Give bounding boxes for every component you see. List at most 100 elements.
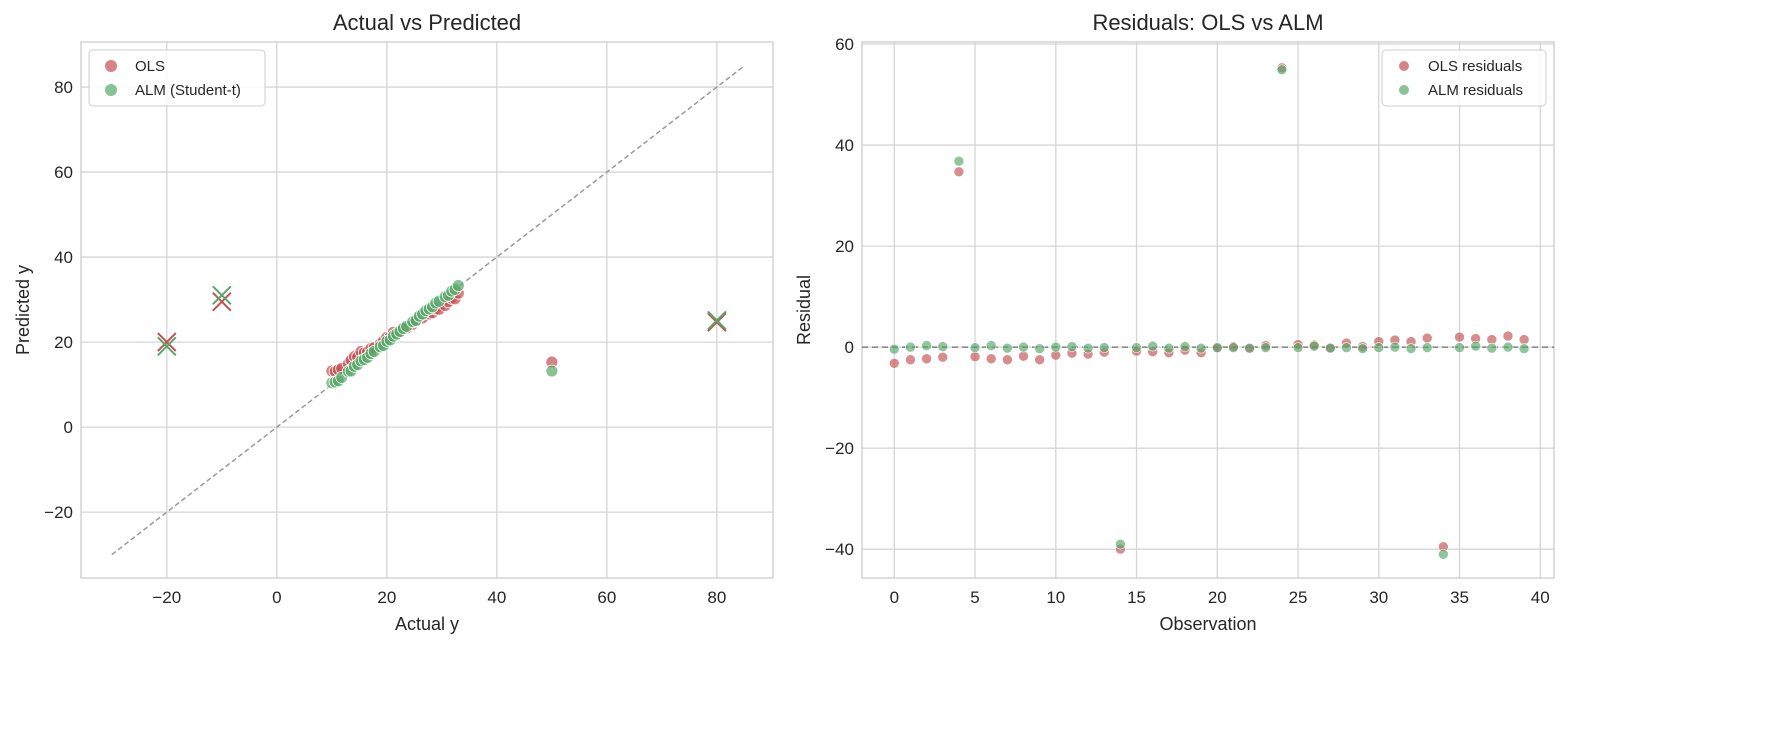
legend-label: ALM (Student-t) (135, 82, 241, 99)
y-tick-label: 20 (835, 237, 854, 256)
y-axis-label: Predicted y (13, 265, 33, 355)
alm-residual-point (1082, 342, 1094, 354)
alm-residual-point (1518, 343, 1530, 354)
y-tick-label: 40 (54, 248, 73, 267)
alm-residual-point (1308, 340, 1320, 352)
alm-residual-point (1034, 343, 1045, 354)
alm-residual-point (1325, 342, 1336, 354)
alm-residual-point (1050, 341, 1062, 353)
y-tick-label: 0 (64, 418, 73, 437)
x-tick-label: 10 (1046, 588, 1065, 607)
chart-title: Actual vs Predicted (333, 10, 521, 35)
x-tick-label: 0 (272, 588, 281, 607)
identity-line (111, 65, 745, 556)
legend (88, 49, 266, 107)
alm-residual-point (1211, 342, 1223, 353)
subplot-2: 0 5 10 15 20 25 30 35 40 −40 −20 0 20 40 60 Residuals: … (794, 10, 1555, 634)
alm-residual-point (937, 341, 949, 352)
alm-residual-point (1163, 342, 1175, 354)
y-tick-label: 80 (54, 78, 73, 97)
y-tick-label: 0 (845, 338, 854, 357)
x-tick-label: 40 (487, 588, 506, 607)
alm-residual-point (1454, 342, 1465, 353)
alm-outlier-point (707, 310, 727, 331)
x-tick-label: −20 (152, 588, 181, 607)
x-tick-label: 0 (890, 588, 899, 607)
alm-residual-point (1292, 342, 1304, 353)
y-tick-label: 60 (835, 35, 854, 54)
alm-residual-point (1244, 342, 1255, 354)
alm-residual-point (1389, 341, 1401, 353)
ols-residual-point (1502, 330, 1514, 342)
axes-frame (861, 41, 1555, 579)
x-tick-label: 25 (1289, 588, 1308, 607)
ols-outlier-point (707, 312, 727, 332)
alm-residual-point (1066, 341, 1078, 352)
alm-residual-point (1502, 341, 1514, 353)
y-tick-label: −40 (825, 540, 854, 559)
alm-residual-point (1373, 342, 1385, 353)
alm-residual-point (1147, 340, 1158, 352)
legend-label: OLS (135, 58, 165, 75)
ols-residual-point (1421, 332, 1433, 344)
alm-residual-point (1228, 342, 1239, 353)
x-tick-label: 15 (1127, 588, 1146, 607)
legend-marker (105, 84, 117, 96)
alm-outlier-point (212, 285, 232, 306)
alm-point (545, 364, 559, 378)
ols-residual-point (1518, 334, 1530, 345)
alm-residual-point (1260, 342, 1272, 353)
y-tick-label: 40 (835, 136, 854, 155)
x-tick-label: 40 (1531, 588, 1550, 607)
x-tick-label: 20 (377, 588, 396, 607)
y-tick-label: 60 (54, 163, 73, 182)
alm-residual-point (888, 343, 900, 355)
x-axis-label: Observation (1159, 614, 1256, 634)
ols-residual-point (921, 353, 932, 365)
x-tick-label: 30 (1369, 588, 1388, 607)
alm-residual-point (1486, 342, 1498, 354)
legend-marker (105, 60, 117, 72)
ols-residual-point (937, 351, 949, 363)
x-tick-label: 5 (970, 588, 979, 607)
x-tick-label: 20 (1208, 588, 1227, 607)
alm-residual-point (1131, 342, 1142, 353)
alm-residual-point (1115, 538, 1126, 550)
alm-residual-point (1018, 341, 1029, 353)
x-tick-label: 80 (707, 588, 726, 607)
alm-residual-point (1002, 342, 1013, 354)
alm-residual-point (1357, 343, 1368, 354)
legend-marker (1399, 85, 1409, 95)
y-tick-label: −20 (44, 503, 73, 522)
ols-residual-point (888, 357, 900, 369)
ols-residual-point (905, 354, 916, 366)
alm-residual-point (1179, 341, 1191, 352)
y-tick-label: 20 (54, 333, 73, 352)
alm-residual-point (1421, 342, 1433, 353)
legend-label: ALM residuals (1428, 82, 1523, 99)
alm-residual-point (1195, 342, 1207, 354)
alm-residual-point (1405, 343, 1417, 354)
x-axis-label: Actual y (395, 614, 459, 634)
alm-residual-point (1276, 64, 1288, 76)
chart-title: Residuals: OLS vs ALM (1092, 10, 1323, 35)
alm-outlier-point (157, 336, 177, 357)
alm-point (451, 279, 465, 292)
alm-residual-point (953, 155, 965, 167)
legend-label: OLS residuals (1428, 58, 1522, 75)
alm-residual-point (1470, 340, 1481, 352)
x-tick-label: 35 (1450, 588, 1469, 607)
alm-residual-point (969, 342, 981, 353)
ols-outlier-point (157, 332, 177, 352)
alm-residual-point (1098, 342, 1110, 353)
ols-residual-point (953, 166, 965, 178)
alm-residual-point (1438, 548, 1449, 560)
ols-outlier-point (212, 292, 232, 312)
alm-residual-point (1341, 342, 1352, 353)
axes-frame (80, 41, 774, 579)
ols-residual-point (1018, 350, 1029, 362)
x-tick-label: 60 (597, 588, 616, 607)
plot-area (862, 42, 1554, 578)
legend (1381, 49, 1547, 107)
